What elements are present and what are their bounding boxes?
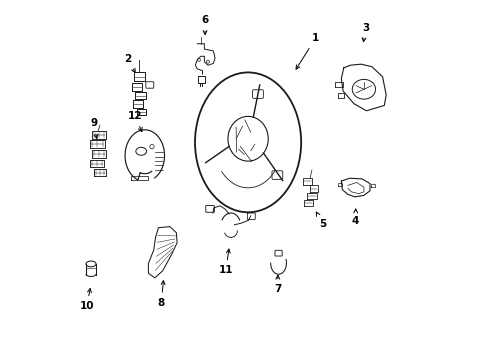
Text: 8: 8	[157, 281, 164, 308]
Text: 11: 11	[218, 249, 233, 275]
Text: 6: 6	[201, 15, 208, 35]
Text: 3: 3	[361, 23, 368, 42]
Text: 10: 10	[79, 288, 94, 311]
Text: 4: 4	[351, 209, 359, 226]
Text: 5: 5	[316, 212, 325, 229]
Text: 2: 2	[124, 54, 135, 73]
Text: 12: 12	[128, 111, 142, 132]
Text: 9: 9	[90, 118, 98, 139]
Text: 1: 1	[295, 33, 319, 69]
Text: 7: 7	[274, 275, 281, 294]
